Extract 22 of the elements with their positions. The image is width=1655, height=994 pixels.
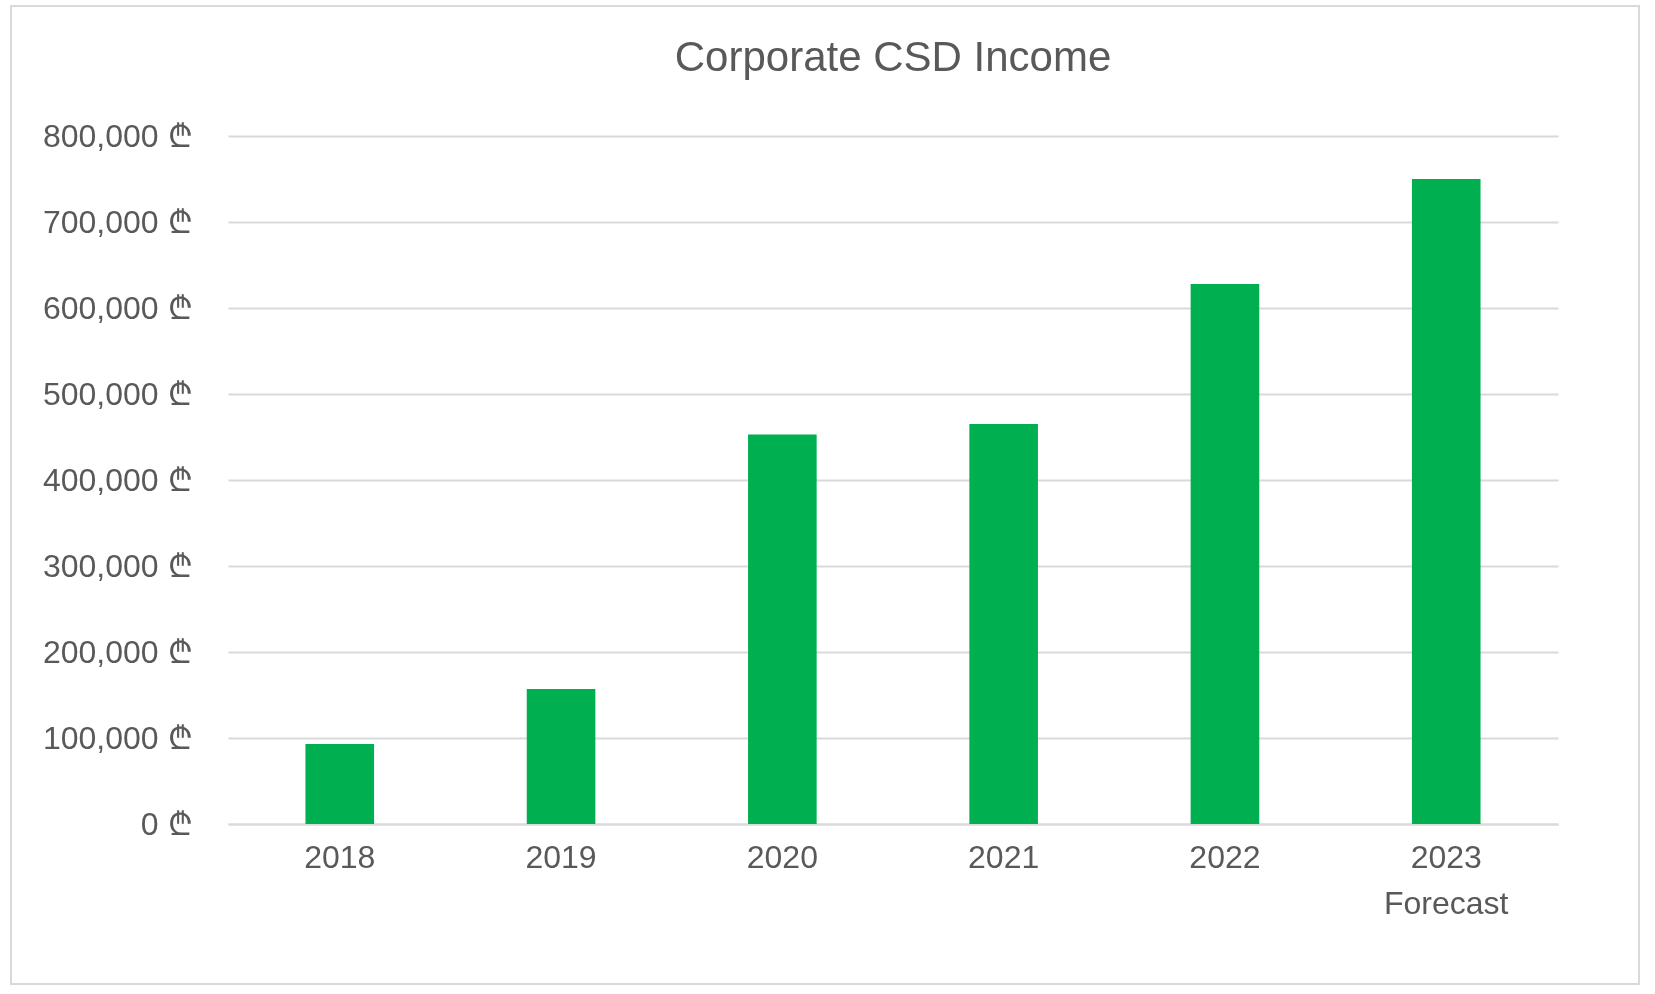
x-tick-label: 2022 bbox=[1189, 838, 1261, 875]
chart-title: Corporate CSD Income bbox=[674, 33, 1112, 80]
x-tick-label: 2020 bbox=[746, 838, 818, 875]
bar bbox=[526, 688, 596, 824]
y-tick-label: 200,000 ₾ bbox=[42, 633, 193, 670]
y-tick-label: 300,000 ₾ bbox=[42, 547, 193, 584]
x-tick-label: 2023 Forecast bbox=[1384, 838, 1509, 921]
bar bbox=[305, 744, 375, 824]
x-tick-label: 2019 bbox=[525, 838, 597, 875]
y-tick-label: 500,000 ₾ bbox=[42, 375, 193, 412]
y-tick-label: 700,000 ₾ bbox=[42, 203, 193, 240]
y-tick-label: 600,000 ₾ bbox=[42, 289, 193, 326]
bar bbox=[748, 434, 817, 824]
x-tick-label: 2018 bbox=[304, 838, 376, 875]
x-tick-label: 2021 bbox=[968, 838, 1040, 875]
y-tick-label: 800,000 ₾ bbox=[42, 117, 193, 154]
y-tick-label: 400,000 ₾ bbox=[42, 461, 193, 498]
y-tick-label: 0 ₾ bbox=[140, 805, 193, 842]
bar bbox=[969, 424, 1038, 824]
bar bbox=[1190, 283, 1260, 824]
bar bbox=[1411, 179, 1481, 824]
y-tick-label: 100,000 ₾ bbox=[42, 719, 193, 756]
